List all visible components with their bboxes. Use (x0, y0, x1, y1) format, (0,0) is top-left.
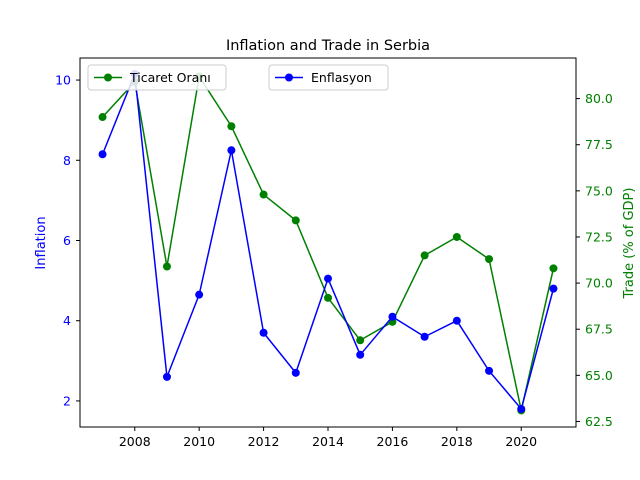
inflation-data-point (163, 373, 171, 381)
inflation-data-point (324, 275, 332, 283)
right-y-tick-label: 65.0 (585, 368, 613, 383)
inflation-data-point (453, 317, 461, 325)
right-y-tick-label: 72.5 (585, 229, 613, 244)
trade-data-point (549, 264, 557, 272)
trade-data-point (227, 122, 235, 130)
left-y-axis-label: Inflation (34, 216, 49, 269)
inflation-data-point (195, 291, 203, 299)
trade-data-point (453, 233, 461, 241)
right-y-axis-label: Trade (% of GDP) (622, 188, 637, 300)
inflation-data-point (421, 333, 429, 341)
legend-marker-swatch (285, 74, 293, 82)
inflation-data-point (356, 351, 364, 359)
inflation-data-point (485, 367, 493, 375)
legend-marker-swatch (104, 74, 112, 82)
right-y-tick-label: 80.0 (585, 91, 613, 106)
left-y-tick-label: 6 (63, 233, 71, 248)
trade-data-point (421, 251, 429, 259)
inflation-data-point (227, 146, 235, 154)
x-tick-label: 2010 (183, 434, 215, 449)
x-tick-label: 2014 (312, 434, 344, 449)
trade-data-point (356, 336, 364, 344)
inflation-data-point (517, 405, 525, 413)
inflation-data-point (549, 285, 557, 293)
x-tick-label: 2016 (377, 434, 409, 449)
right-y-tick-label: 70.0 (585, 276, 613, 291)
x-tick-label: 2020 (505, 434, 537, 449)
chart-title: Inflation and Trade in Serbia (226, 38, 430, 54)
left-y-tick-label: 2 (63, 393, 71, 408)
inflation-data-point (388, 313, 396, 321)
inflation-data-point (292, 369, 300, 377)
legend-label: Ticaret Oranı (129, 70, 211, 85)
left-y-tick-label: 8 (63, 153, 71, 168)
legend-label: Enflasyon (311, 70, 372, 85)
trade-data-point (324, 294, 332, 302)
right-y-tick-label: 77.5 (585, 137, 613, 152)
trade-data-point (292, 216, 300, 224)
right-y-tick-label: 75.0 (585, 183, 613, 198)
x-tick-label: 2012 (248, 434, 280, 449)
right-y-tick-label: 67.5 (585, 322, 613, 337)
trade-data-point (485, 255, 493, 263)
x-tick-label: 2018 (441, 434, 473, 449)
left-y-tick-label: 4 (63, 313, 71, 328)
left-y-tick-label: 10 (55, 73, 71, 88)
inflation-data-point (260, 329, 268, 337)
right-y-tick-label: 62.5 (585, 414, 613, 429)
trade-data-point (163, 262, 171, 270)
x-tick-label: 2008 (119, 434, 151, 449)
trade-data-point (99, 113, 107, 121)
inflation-data-point (99, 150, 107, 158)
trade-data-point (260, 191, 268, 199)
